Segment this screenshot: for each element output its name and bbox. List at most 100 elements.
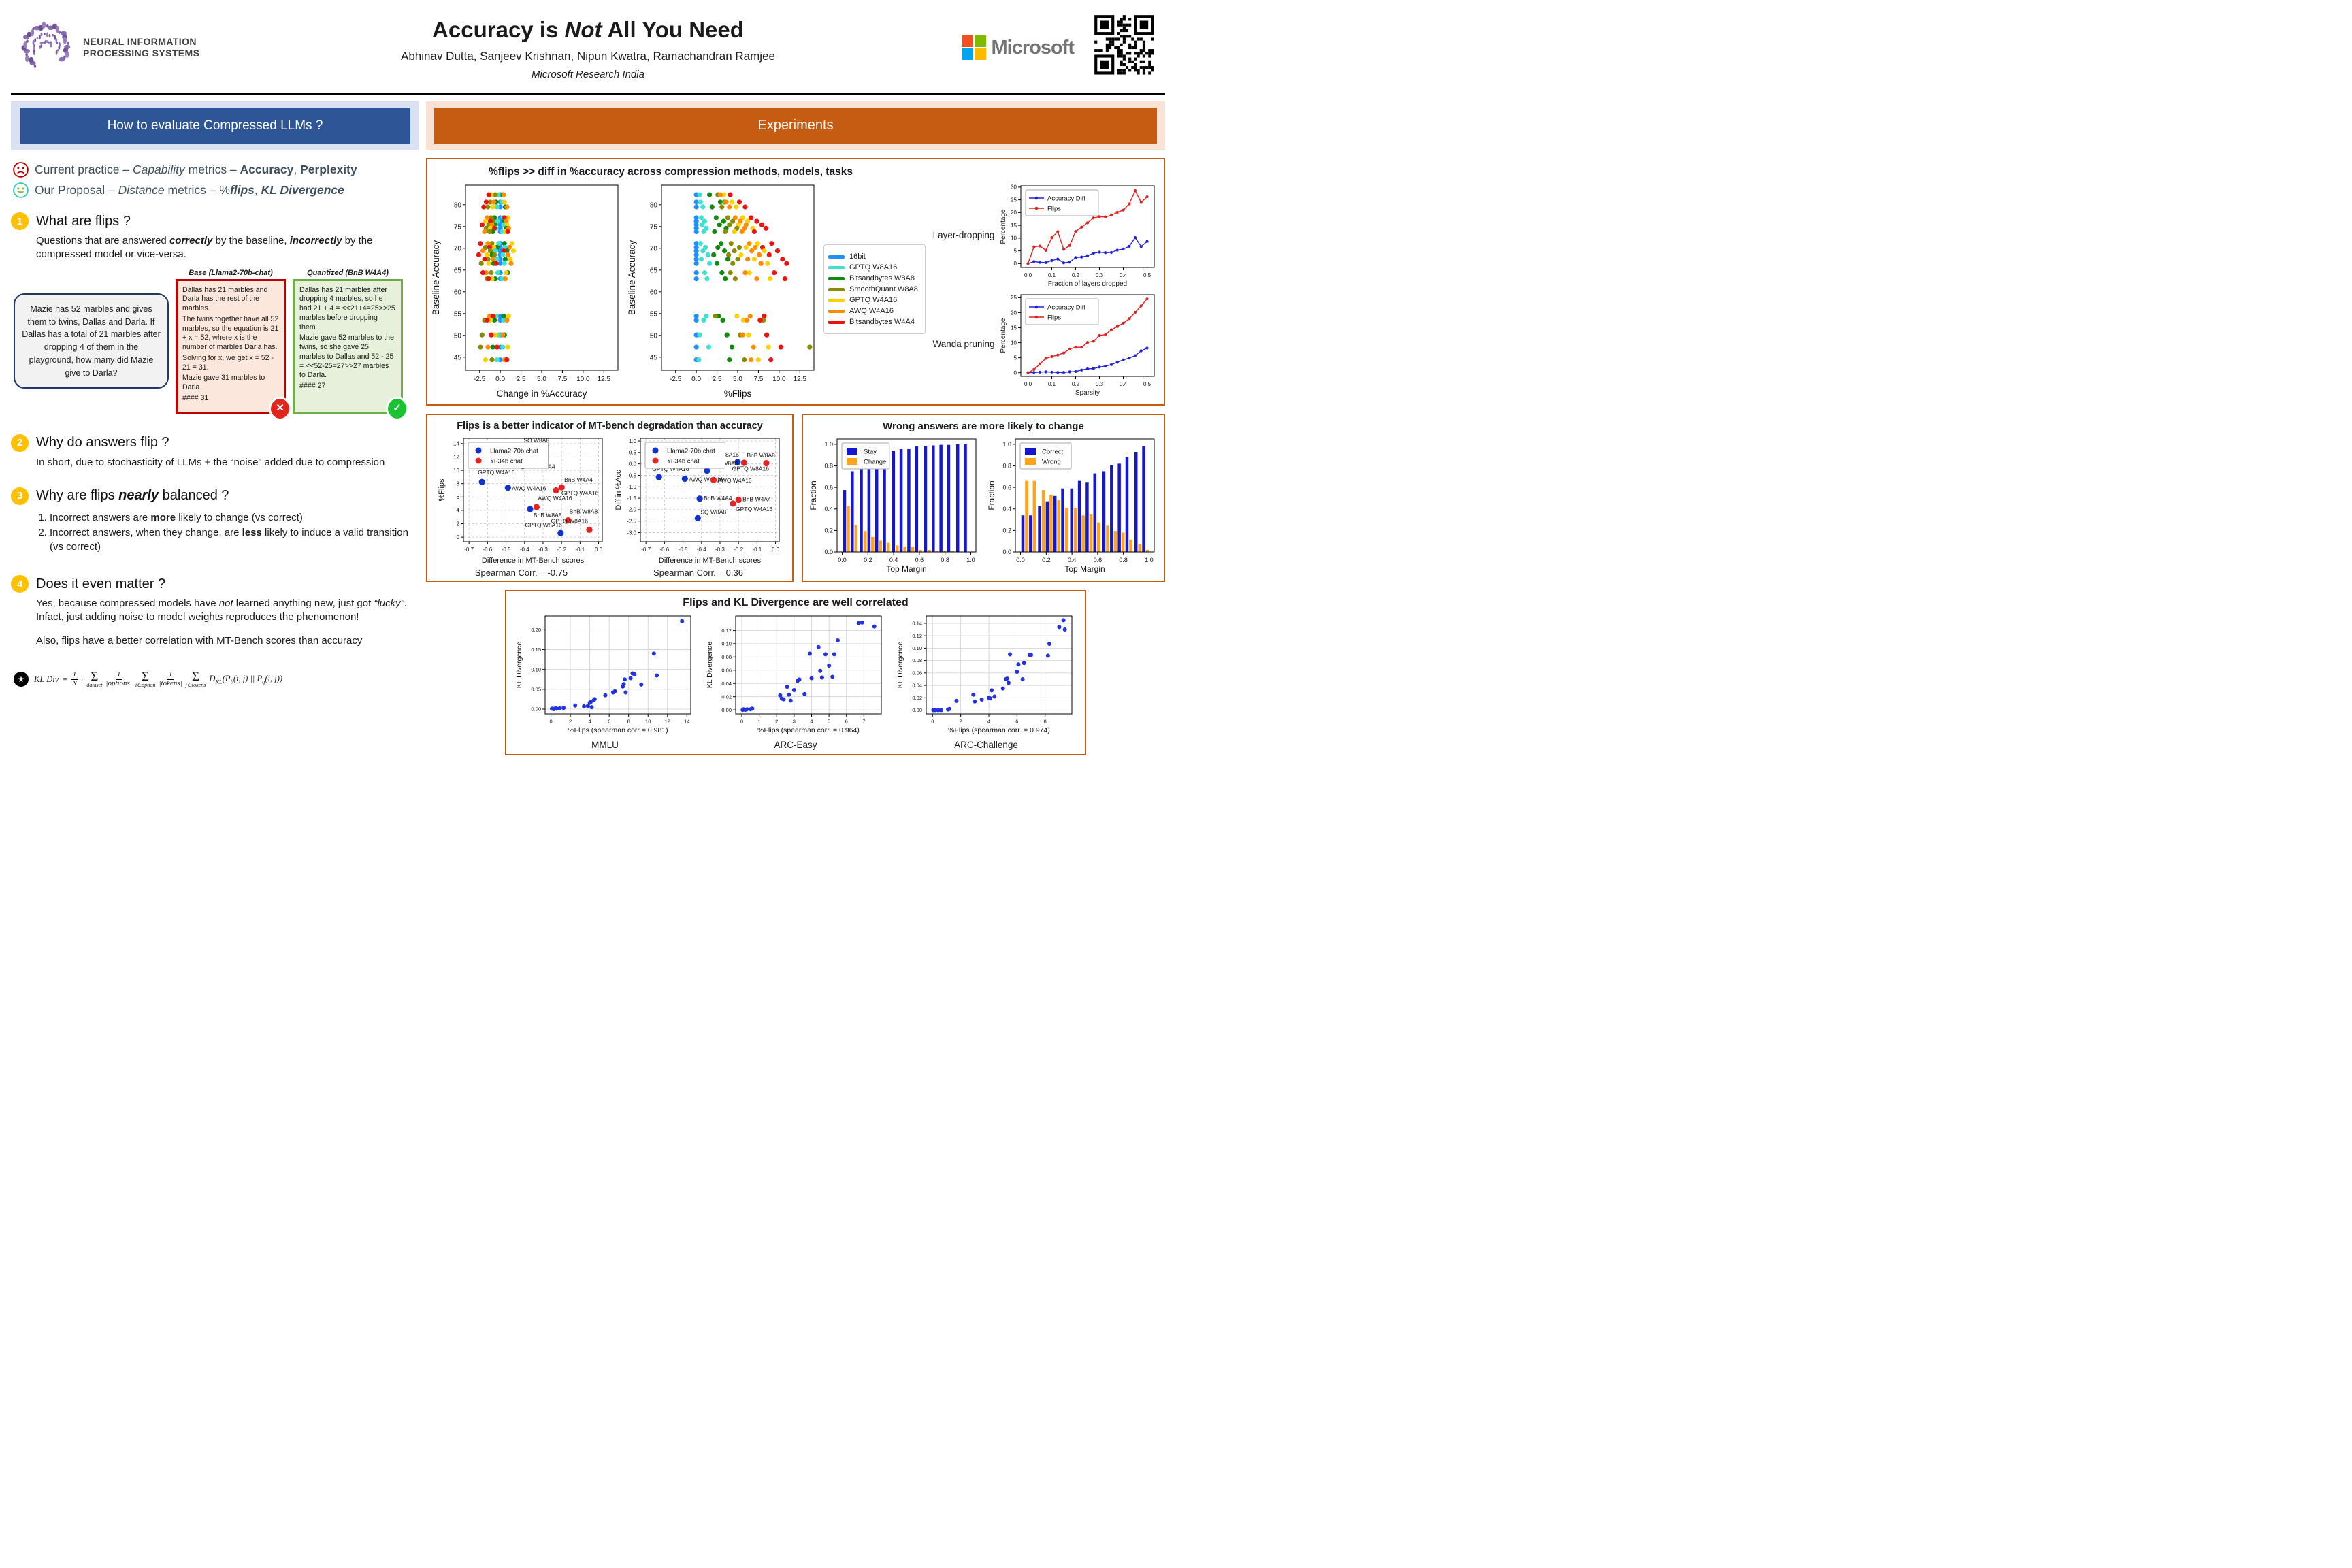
svg-text:Sparsity: Sparsity: [1075, 389, 1100, 397]
wrong-answers-box: Wrong answers are more likely to change …: [802, 414, 1165, 582]
wanda-pruning-label: Wanda pruning: [932, 338, 995, 349]
legend-item: SmoothQuant W8A8: [828, 285, 921, 293]
section-3-heading: 3 Why are flips nearly balanced ?: [11, 487, 419, 505]
base-model-label: Base (Llama2-70b-chat): [189, 268, 273, 277]
svg-text:50: 50: [454, 332, 462, 340]
layer-dropping-chart: 0.0 0.1 0.2 0.3 0.4 0.5 0 5 10 15 20 25 30 Fraction o…: [998, 182, 1160, 288]
svg-text:%Flips: %Flips: [438, 478, 446, 502]
svg-text:0.10: 0.10: [912, 645, 922, 651]
legend-item: GPTQ W4A16: [828, 296, 921, 304]
kl-arcchallenge-scatter: 0 2 4 6 8 0.00 0.02 0.04 0.06 0.08 0.10 0.12 0.14 %Fl…: [895, 612, 1077, 734]
header-right: Microsoft: [917, 12, 1162, 83]
svg-text:GPTQ W8A16: GPTQ W8A16: [525, 521, 562, 528]
svg-text:-0.1: -0.1: [575, 546, 585, 553]
current-practice-line: Current practice – Capability metrics – …: [12, 161, 419, 178]
svg-text:0.4: 0.4: [889, 557, 898, 564]
neurips-line2: PROCESSING SYSTEMS: [83, 48, 200, 59]
text-line: #### 27: [299, 382, 326, 391]
svg-text:2: 2: [569, 719, 572, 725]
section-1-title: What are flips ?: [36, 213, 131, 229]
box3-title: Wrong answers are more likely to change: [883, 421, 1084, 432]
svg-text:0.8: 0.8: [941, 557, 949, 564]
svg-text:0: 0: [1014, 261, 1017, 267]
header-divider: [11, 93, 1165, 95]
svg-text:0.0: 0.0: [495, 376, 505, 383]
svg-text:AWQ W4A16: AWQ W4A16: [689, 476, 723, 483]
legend-swatch-icon: [828, 320, 845, 324]
legend-swatch-icon: [828, 287, 845, 291]
correct-wrong-bars: 0.0 0.2 0.4 0.6 0.8 1.0 0.0 0.2 0.4 0.6 0.8 1.0 Top …: [987, 435, 1158, 574]
svg-text:0.10: 0.10: [721, 640, 732, 647]
section-3-number: 3: [11, 487, 29, 505]
svg-text:0.2: 0.2: [1002, 527, 1011, 534]
svg-text:0.08: 0.08: [912, 657, 922, 664]
svg-text:0.4: 0.4: [1120, 381, 1128, 387]
svg-text:1.0: 1.0: [1002, 441, 1011, 448]
svg-text:Wrong: Wrong: [1042, 458, 1061, 466]
svg-text:50: 50: [650, 332, 658, 340]
svg-text:0.05: 0.05: [531, 686, 541, 692]
our-proposal-line: Our Proposal – Distance metrics – %flips…: [12, 182, 419, 199]
svg-text:-0.6: -0.6: [659, 546, 669, 553]
poster-body: How to evaluate Compressed LLMs ? Curren…: [0, 95, 1176, 755]
section-2-number: 2: [11, 434, 29, 452]
box2-title: Flips is a better indicator of MT-bench …: [457, 421, 763, 431]
svg-text:BnB W8A8: BnB W8A8: [570, 508, 598, 515]
svg-text:0.2: 0.2: [1042, 557, 1051, 564]
star-icon: ★: [14, 672, 29, 687]
legend-item: 16bit: [828, 252, 921, 261]
poster-title: Accuracy is Not All You Need: [432, 16, 744, 42]
svg-text:5.0: 5.0: [733, 376, 742, 383]
affiliation: Microsoft Research India: [532, 68, 644, 80]
list-item: Incorrect answers are more likely to cha…: [50, 510, 419, 525]
svg-text:Diff in %Acc: Diff in %Acc: [615, 470, 623, 510]
text-line: Dallas has 21 marbles and Darla has the …: [182, 285, 268, 313]
section-4-title: Does it even matter ?: [36, 576, 166, 591]
svg-text:0.1: 0.1: [1048, 272, 1056, 278]
svg-text:0.04: 0.04: [912, 683, 922, 689]
svg-text:0.5: 0.5: [629, 450, 637, 456]
svg-text:10: 10: [1011, 235, 1017, 242]
svg-text:GPTQ W4A16: GPTQ W4A16: [478, 469, 515, 476]
svg-text:0: 0: [931, 719, 934, 725]
box1-title: %flips >> diff in %accuracy across compr…: [489, 166, 853, 178]
svg-text:4: 4: [987, 719, 990, 725]
svg-text:6: 6: [608, 719, 610, 725]
svg-text:-0.4: -0.4: [697, 546, 706, 553]
cross-icon: ✕: [269, 396, 291, 421]
left-column: How to evaluate Compressed LLMs ? Curren…: [11, 101, 419, 755]
svg-text:-0.6: -0.6: [483, 546, 492, 553]
svg-text:0.5: 0.5: [1143, 272, 1152, 278]
svg-text:0.06: 0.06: [912, 670, 922, 676]
svg-text:Change in %Accuracy: Change in %Accuracy: [497, 389, 587, 399]
legend-swatch-icon: [828, 255, 845, 259]
kl-mmlu-caption: MMLU: [591, 740, 619, 750]
svg-text:-0.5: -0.5: [502, 546, 511, 553]
svg-text:0.3: 0.3: [1096, 272, 1104, 278]
kl-mmlu-scatter: 0 2 4 6 8 10 12 14 0.00 0.05 0.10 0.15 0.20 %Flips (s…: [514, 612, 696, 734]
svg-text:-0.2: -0.2: [557, 546, 566, 553]
svg-text:Difference in MT-Bench scores: Difference in MT-Bench scores: [482, 557, 585, 565]
svg-text:20: 20: [1011, 210, 1017, 216]
svg-text:BnB W8A8: BnB W8A8: [747, 452, 775, 459]
spearman-right: Spearman Corr. = 0.36: [653, 568, 743, 578]
quantized-model-label: Quantized (BnB W4A4): [307, 268, 389, 277]
svg-text:1: 1: [758, 719, 761, 725]
svg-text:0.2: 0.2: [1072, 272, 1080, 278]
kl-arceasy-caption: ARC-Easy: [774, 740, 817, 750]
qr-code: [1092, 12, 1162, 83]
neurips-wordmark: NEURAL INFORMATION PROCESSING SYSTEMS: [83, 36, 199, 59]
svg-text:%Flips (spearman corr. = 0.964: %Flips (spearman corr. = 0.964): [757, 726, 860, 734]
svg-text:8: 8: [1044, 719, 1047, 725]
svg-text:-2.0: -2.0: [627, 507, 636, 513]
svg-text:60: 60: [650, 289, 658, 296]
section-2-title: Why do answers flip ?: [36, 435, 169, 451]
flips-vs-accuracy-box: %flips >> diff in %accuracy across compr…: [426, 158, 1165, 406]
svg-text:6: 6: [845, 719, 848, 725]
header: NEURAL INFORMATION PROCESSING SYSTEMS Ac…: [0, 0, 1176, 93]
svg-text:0.04: 0.04: [721, 681, 732, 687]
svg-text:7.5: 7.5: [557, 376, 567, 383]
svg-text:0.02: 0.02: [912, 695, 922, 701]
